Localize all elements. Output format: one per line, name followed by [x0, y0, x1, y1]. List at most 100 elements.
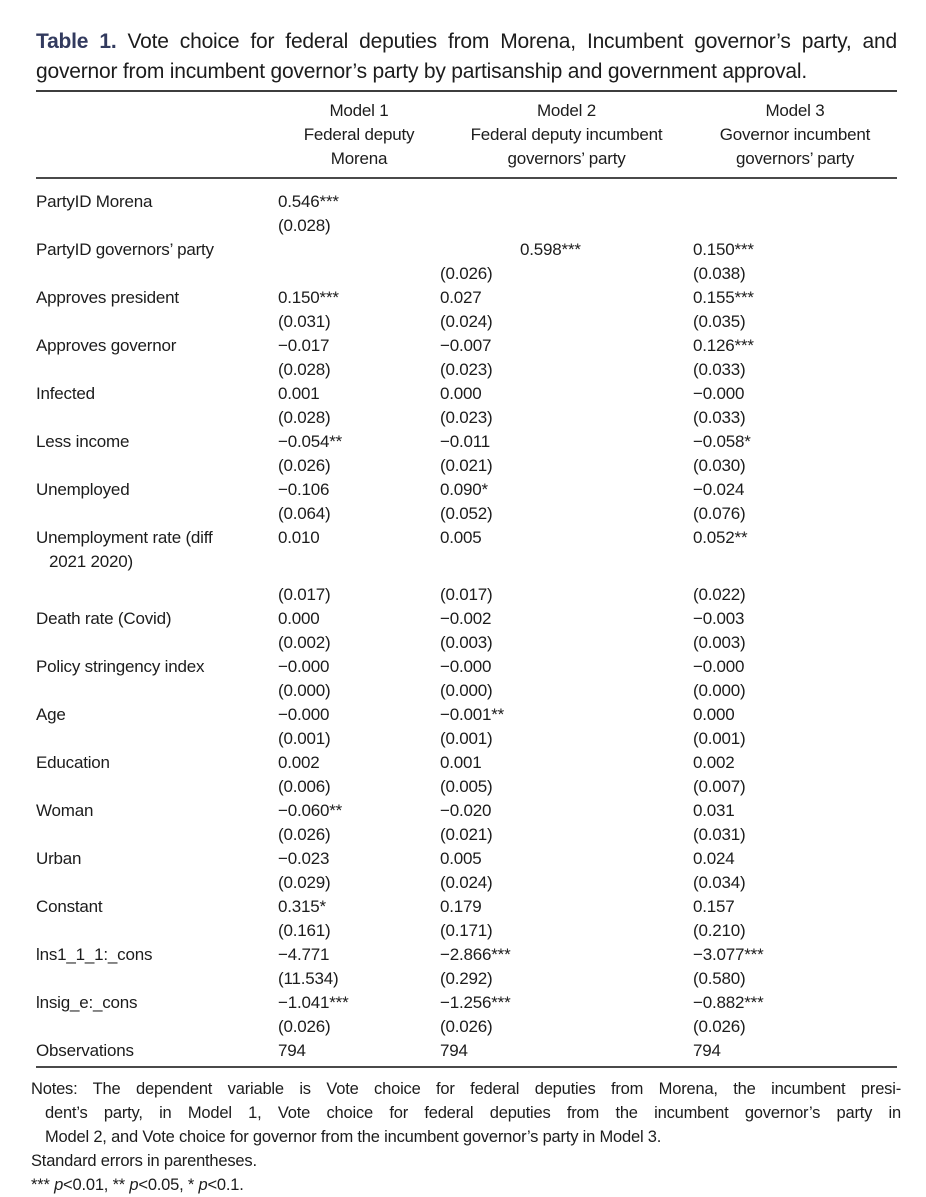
standard-error-cell: (0.001) [278, 729, 331, 748]
coefficient-cell: −0.017 [278, 336, 330, 355]
coefficient-cell: 0.000 [440, 384, 482, 403]
standard-error-cell: (0.035) [693, 312, 746, 331]
model-description-line: governors’ party [735, 149, 855, 168]
coefficient-cell: −4.771 [278, 945, 330, 964]
standard-error-cell: (0.026) [278, 825, 331, 844]
standard-error-row: (0.031) (0.024) (0.035) [36, 310, 897, 334]
coefficient-cell: 0.157 [693, 897, 735, 916]
standard-error-cell: (0.023) [440, 408, 493, 427]
row-label-empty [36, 871, 278, 895]
coefficient-cell: −0.882*** [693, 993, 764, 1012]
row-label-empty [36, 502, 278, 526]
coefficient-cell: −0.023 [278, 849, 330, 868]
standard-error-row: (0.028) (0.023) (0.033) [36, 406, 897, 430]
standard-errors-note: Standard errors in parentheses. [31, 1152, 257, 1170]
coefficient-cell: 0.010 [278, 528, 320, 547]
coefficient-cell: −0.000 [693, 657, 745, 676]
coefficient-cell: 794 [278, 1041, 306, 1060]
row-label-empty [36, 967, 278, 991]
standard-error-cell: (0.031) [278, 312, 331, 331]
standard-error-cell: (0.000) [278, 681, 331, 700]
standard-error-row: (0.017) (0.017) (0.022) [36, 574, 897, 607]
standard-error-cell: (0.024) [440, 873, 493, 892]
empty-cell [693, 550, 897, 574]
regression-table: Model 1 Federal deputy Morena Model 2 Federa… [36, 90, 897, 1068]
standard-error-cell: (0.161) [278, 921, 331, 940]
standard-error-cell: (0.021) [440, 825, 493, 844]
coefficient-row: Death rate (Covid) 0.000 −0.002 −0.003 [36, 607, 897, 631]
coefficient-cell: 0.052** [693, 528, 748, 547]
coefficient-row: lns1_1_1:_cons −4.771 −2.866*** −3.077*** [36, 943, 897, 967]
standard-error-row: (11.534) (0.292) (0.580) [36, 967, 897, 991]
coefficient-row: Unemployment rate (diff 0.010 0.005 0.052** [36, 526, 897, 550]
significance-text: <0.1. [207, 1176, 244, 1194]
row-label-empty [36, 214, 278, 238]
coefficient-cell: −3.077*** [693, 945, 764, 964]
notes-line: Notes: The dependent variable is Vote ch… [31, 1080, 901, 1098]
standard-error-cell: (0.023) [440, 360, 493, 379]
standard-error-cell: (0.026) [278, 1017, 331, 1036]
coefficient-cell: 0.027 [440, 288, 482, 307]
coefficient-cell: 0.024 [693, 849, 735, 868]
coefficient-cell: 0.005 [440, 528, 482, 547]
coefficient-row: lnsig_e:_cons −1.041*** −1.256*** −0.882*** [36, 991, 897, 1015]
standard-error-row: (0.026) (0.038) [36, 262, 897, 286]
coefficient-cell: 0.090* [440, 480, 488, 499]
standard-error-cell: (0.002) [278, 633, 331, 652]
row-label: Policy stringency index [36, 657, 205, 676]
coefficient-cell: −0.000 [440, 657, 492, 676]
table-caption: Vote choice for federal deputies from Mo… [36, 30, 897, 83]
coefficient-cell: 0.150*** [278, 288, 339, 307]
standard-error-cell: (0.003) [440, 633, 493, 652]
standard-error-cell: (0.026) [440, 264, 493, 283]
standard-error-cell: (0.033) [693, 408, 746, 427]
standard-error-cell: (0.028) [278, 360, 331, 379]
notes-line: Model 2, and Vote choice for governor fr… [45, 1128, 662, 1146]
column-header-model-1: Model 1 Federal deputy Morena [278, 91, 440, 179]
column-header-model-3: Model 3 Governor incumbent governors’ part… [693, 91, 897, 179]
row-label: Education [36, 753, 110, 772]
coefficient-cell: 794 [693, 1041, 721, 1060]
coefficient-cell: 0.000 [278, 609, 320, 628]
coefficient-row: PartyID Morena 0.546*** [36, 178, 897, 214]
row-label: Unemployment rate (diff [36, 528, 213, 547]
standard-error-cell: (0.000) [440, 681, 493, 700]
coefficient-cell: 0.001 [278, 384, 320, 403]
row-label: Death rate (Covid) [36, 609, 172, 628]
standard-error-cell: (0.034) [693, 873, 746, 892]
coefficient-cell: −0.020 [440, 801, 492, 820]
row-label: Infected [36, 384, 95, 403]
coefficient-row: Unemployed −0.106 0.090* −0.024 [36, 478, 897, 502]
standard-error-cell: (0.000) [693, 681, 746, 700]
standard-error-cell [278, 262, 440, 286]
row-label: Age [36, 705, 66, 724]
empty-header-cell [36, 91, 278, 179]
row-label-empty [36, 823, 278, 847]
standard-error-row: (0.029) (0.024) (0.034) [36, 871, 897, 895]
coefficient-cell: 0.001 [440, 753, 482, 772]
coefficient-cell: −0.003 [693, 609, 745, 628]
coefficient-cell: 0.031 [693, 801, 735, 820]
row-label: Less income [36, 432, 130, 451]
coefficient-row: Infected 0.001 0.000 −0.000 [36, 382, 897, 406]
coefficient-cell: −0.054** [278, 432, 343, 451]
table-number-label: Table 1. [36, 30, 117, 53]
coefficient-cell: 0.598*** [520, 240, 581, 259]
standard-error-cell: (0.003) [693, 633, 746, 652]
row-label: lns1_1_1:_cons [36, 945, 153, 964]
standard-error-cell: (0.024) [440, 312, 493, 331]
coefficient-cell: −0.007 [440, 336, 492, 355]
p-value-symbol: p [198, 1176, 208, 1194]
row-label: lnsig_e:_cons [36, 993, 138, 1012]
coefficient-cell: 0.126*** [693, 336, 754, 355]
significance-text: <0.01, ** [63, 1176, 130, 1194]
notes-line: dent’s party, in Model 1, Vote choice fo… [45, 1104, 901, 1122]
standard-error-cell: (0.005) [440, 777, 493, 796]
row-label-empty [36, 454, 278, 478]
row-label-empty [36, 574, 278, 607]
significance-text: *** [31, 1176, 55, 1194]
row-label-empty [36, 262, 278, 286]
coefficient-row: PartyID governors’ party 0.598*** 0.150*** [36, 238, 897, 262]
coefficient-cell: −0.106 [278, 480, 330, 499]
